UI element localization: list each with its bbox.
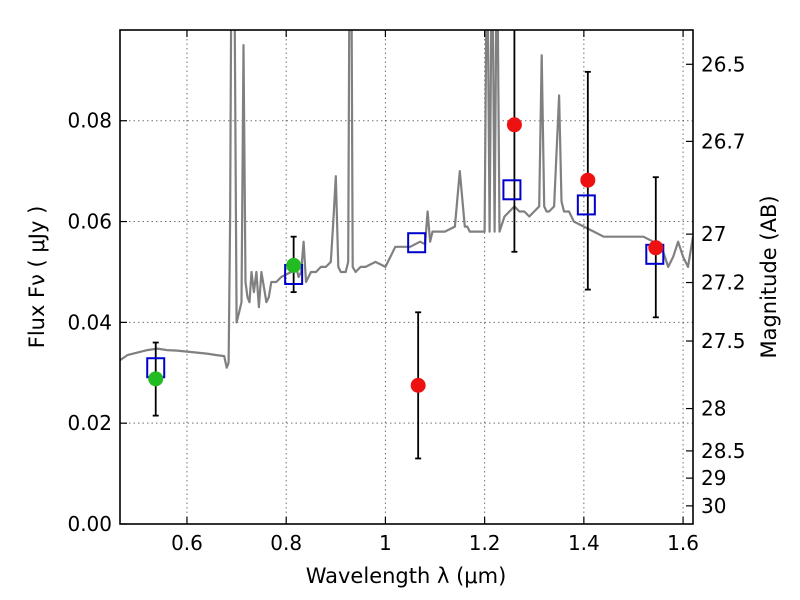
right-tick-label: 28.5 — [701, 439, 746, 463]
x-tick-label: 1.4 — [568, 531, 600, 555]
data-point-marker — [580, 172, 596, 188]
data-point-marker — [506, 117, 522, 133]
x-tick-label: 1 — [379, 531, 392, 555]
model-square-marker — [407, 232, 427, 254]
right-tick-label: 30 — [701, 494, 726, 518]
x-tick-label: 0.6 — [171, 531, 203, 555]
y-tick-label: 0.04 — [67, 310, 112, 334]
right-tick-label: 26.7 — [701, 129, 746, 153]
right-axis-label: Magnitude (AB) — [757, 195, 781, 358]
error-bars — [146, 30, 665, 460]
y-axis-label: Flux Fν ( μJy ) — [25, 206, 49, 349]
y-tick-label: 0.08 — [67, 109, 112, 133]
plot-background — [120, 30, 693, 524]
right-tick-label: 28 — [701, 397, 726, 421]
model-square-marker — [502, 179, 522, 201]
right-tick-label: 27.2 — [701, 271, 746, 295]
model-square-marker — [576, 194, 596, 216]
x-tick-label: 1.2 — [469, 531, 501, 555]
x-axis-label: Wavelength λ (μm) — [306, 564, 507, 588]
x-tick-label: 1.6 — [667, 531, 699, 555]
data-layer — [120, 30, 693, 369]
data-point-marker — [410, 377, 426, 393]
y-tick-label: 0.00 — [67, 512, 112, 536]
right-tick-label: 29 — [701, 466, 726, 490]
y-tick-label: 0.02 — [67, 411, 112, 435]
axes: 0.6 0.8 1 1.2 1.4 1.6 0.00 0.02 0.04 0.06 0.08 26.5… — [67, 30, 746, 555]
data-point-marker — [286, 257, 302, 273]
right-tick-label: 27 — [701, 222, 726, 246]
y-tick-label: 0.06 — [67, 210, 112, 234]
data-point-marker — [148, 371, 164, 387]
right-tick-label: 26.5 — [701, 52, 746, 76]
data-point-marker — [648, 240, 664, 256]
spectrum-line — [120, 30, 693, 369]
right-tick-label: 27.5 — [701, 329, 746, 353]
plot-frame — [119, 29, 694, 525]
x-tick-label: 0.8 — [270, 531, 302, 555]
